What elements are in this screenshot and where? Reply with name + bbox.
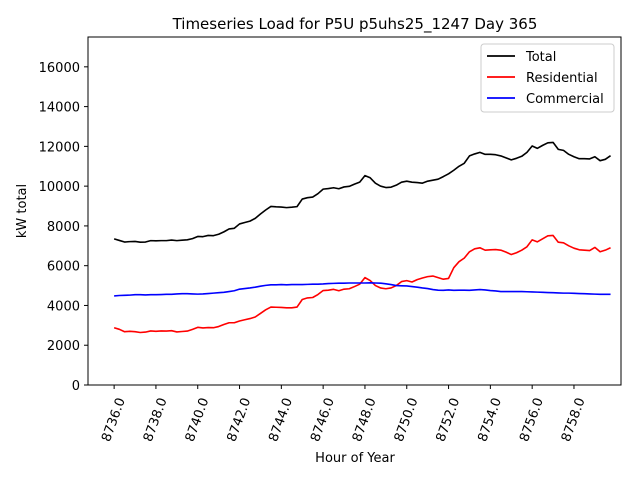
series-lines [113,141,612,334]
series-line-commercial [114,281,611,297]
x-tick-label: 8750.0 [392,396,422,444]
y-tick-label: 12000 [39,140,80,155]
x-tick-label: 8744.0 [266,396,296,444]
y-tick-label: 8000 [47,220,80,235]
x-tick-label: 8748.0 [350,396,380,444]
y-tick-label: 6000 [47,260,80,275]
y-tick-label: 14000 [39,101,80,116]
series-line-total [113,141,612,244]
y-tick-label: 2000 [47,339,80,354]
y-tick-label: 16000 [39,61,80,76]
y-tick-label: 4000 [47,299,80,314]
x-axis-label: Hour of Year [315,451,395,466]
legend-label-commercial: Commercial [526,92,604,107]
y-axis-label: kW total [15,184,30,238]
legend-label-residential: Residential [526,71,598,86]
chart-title: Timeseries Load for P5U p5uhs25_1247 Day… [172,15,538,34]
legend-box [480,43,615,113]
x-tick-label: 8746.0 [308,396,338,444]
x-tick-label: 8758.0 [559,396,589,444]
x-tick-label: 8738.0 [141,396,171,444]
legend-label-total: Total [525,50,556,65]
y-tick-label: 0 [72,379,80,394]
legend: Total Residential Commercial [480,43,615,113]
x-tick-label: 8742.0 [225,396,255,444]
series-line-residential [113,234,611,334]
x-tick-label: 8752.0 [434,396,464,444]
x-tick-label: 8754.0 [475,396,505,444]
x-axis: 8736.0 8738.0 8740.0 8742.0 8744.0 8746.0 8748… [99,385,589,444]
x-tick-label: 8756.0 [517,396,547,444]
x-tick-label: 8740.0 [183,396,213,444]
y-tick-label: 10000 [39,180,80,195]
x-tick-label: 8736.0 [99,396,129,444]
y-axis: 0 2000 4000 6000 8000 10000 12000 14000 16000 [39,61,88,394]
